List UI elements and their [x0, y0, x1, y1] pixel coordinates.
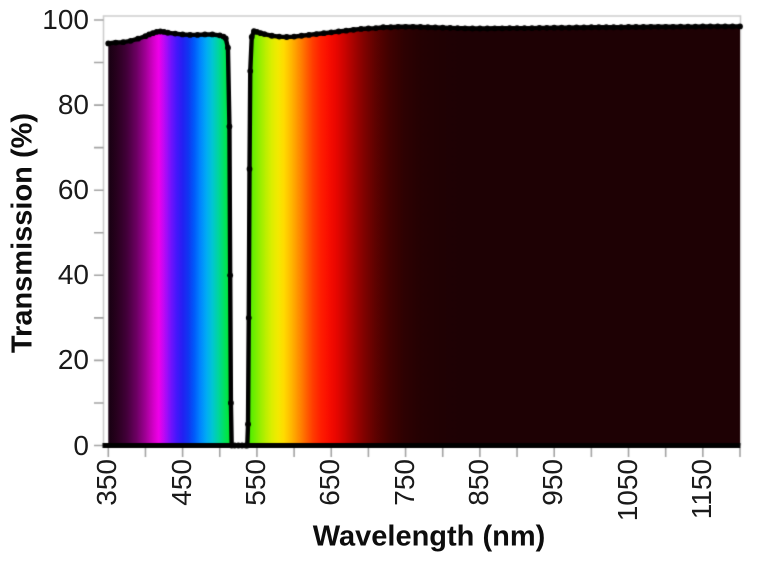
y-tick-label: 40 — [57, 259, 89, 291]
x-tick-label: 1150 — [685, 459, 717, 520]
x-tick-label: 950 — [537, 459, 569, 506]
x-tick-label: 850 — [462, 459, 494, 506]
x-tick-label: 550 — [239, 459, 271, 506]
y-tick-label: 0 — [73, 429, 89, 461]
y-tick-label: 60 — [57, 174, 89, 206]
y-tick-label: 100 — [42, 4, 89, 35]
x-tick-label: 1050 — [611, 459, 643, 522]
x-tick-label: 350 — [91, 459, 123, 506]
y-tick-label: 20 — [57, 344, 89, 376]
x-axis-title: Wavelength (nm) — [312, 520, 546, 553]
x-tick-label: 650 — [314, 459, 346, 506]
x-tick-label: 450 — [165, 459, 197, 506]
y-axis-title: Transmission (%) — [6, 112, 39, 354]
y-tick-label: 80 — [57, 89, 89, 121]
x-tick-label: 750 — [388, 459, 420, 506]
